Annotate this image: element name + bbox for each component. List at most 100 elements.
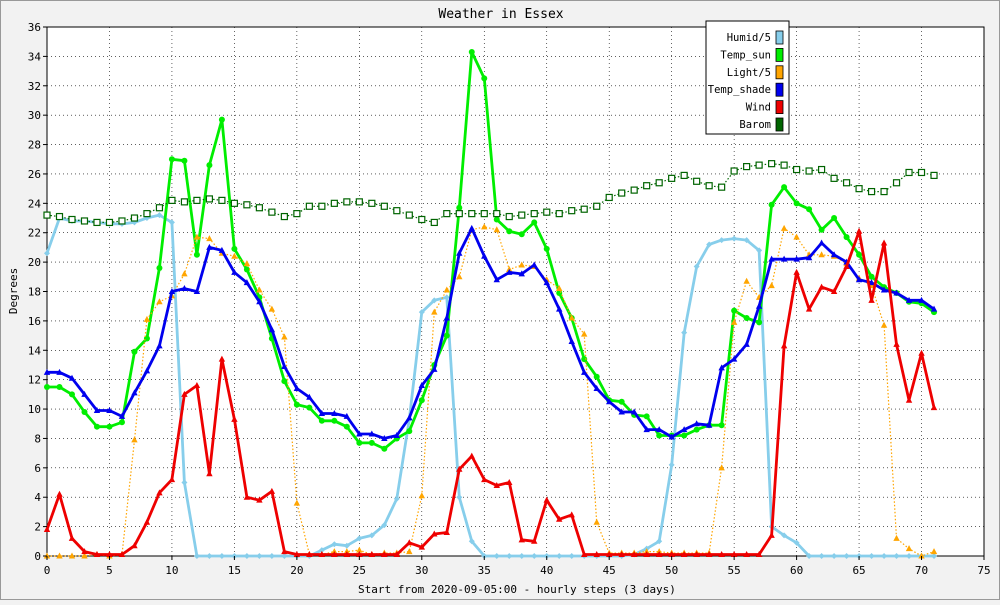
data-point-temp-shade <box>43 368 51 375</box>
x-tick-label: 25 <box>353 564 366 577</box>
data-point-temp-sun <box>718 422 725 429</box>
data-point-barom <box>680 171 688 180</box>
data-point-wind <box>793 268 800 275</box>
data-point-temp-shade <box>206 243 213 250</box>
data-point-temp-shade <box>556 305 563 312</box>
data-point-temp-sun <box>543 245 550 252</box>
data-point-wind <box>630 551 638 558</box>
data-point-wind <box>218 355 226 362</box>
data-point-barom <box>855 185 863 193</box>
data-point-barom <box>580 205 588 213</box>
data-point-temp-sun <box>831 215 838 222</box>
data-point-temp-shade <box>356 430 363 437</box>
data-point-temp-sun <box>781 184 788 191</box>
data-point-temp-shade <box>581 368 588 375</box>
x-tick-label: 50 <box>665 564 678 577</box>
data-point-light-5 <box>56 552 63 559</box>
data-point-barom <box>668 174 676 182</box>
data-point-humid-5 <box>493 553 500 559</box>
data-point-temp-shade <box>618 408 625 415</box>
data-point-light-5 <box>243 260 251 267</box>
data-point-barom <box>743 162 751 171</box>
data-point-barom <box>218 196 226 204</box>
y-tick-label: 10 <box>28 403 41 416</box>
data-point-temp-sun <box>493 216 500 223</box>
legend-label-temp-sun: Temp_sun <box>720 49 771 61</box>
data-point-humid-5 <box>256 553 263 559</box>
data-point-temp-shade <box>243 279 251 286</box>
data-point-temp-shade <box>406 414 413 421</box>
data-point-wind <box>431 530 438 537</box>
data-point-humid-5 <box>343 542 350 549</box>
data-point-light-5 <box>131 436 138 443</box>
y-tick-label: 34 <box>28 50 42 63</box>
data-point-temp-shade <box>306 393 313 400</box>
data-point-humid-5 <box>431 297 438 304</box>
data-point-barom <box>193 196 201 204</box>
data-point-temp-shade <box>131 389 138 396</box>
data-point-light-5 <box>281 333 288 340</box>
data-point-humid-5 <box>756 247 763 254</box>
data-point-temp-shade <box>768 255 775 262</box>
data-point-wind <box>493 481 500 488</box>
data-point-light-5 <box>493 226 500 233</box>
data-point-temp-shade <box>655 426 663 433</box>
data-point-humid-5 <box>731 235 738 242</box>
data-point-wind <box>118 551 126 558</box>
data-point-wind <box>443 528 450 535</box>
data-point-humid-5 <box>718 237 725 244</box>
data-point-wind <box>243 493 251 500</box>
data-point-humid-5 <box>281 553 288 559</box>
data-point-barom <box>568 207 576 215</box>
data-point-barom <box>405 211 413 219</box>
series-wind <box>43 227 938 558</box>
data-point-temp-sun <box>56 384 63 391</box>
data-point-light-5 <box>456 273 463 280</box>
data-point-temp-sun <box>293 401 300 408</box>
data-point-barom <box>368 199 376 207</box>
data-point-temp-sun <box>356 439 363 446</box>
data-point-temp-shade <box>606 398 613 405</box>
data-point-temp-sun <box>643 413 650 420</box>
data-point-temp-shade <box>818 239 825 246</box>
data-point-temp-shade <box>268 326 276 333</box>
data-point-temp-shade <box>456 249 463 256</box>
x-tick-label: 35 <box>478 564 491 577</box>
data-point-barom <box>393 207 401 215</box>
data-point-barom <box>280 212 288 221</box>
data-point-temp-sun <box>768 201 775 208</box>
data-point-light-5 <box>156 298 163 305</box>
data-point-temp-sun <box>368 439 375 446</box>
data-point-temp-sun <box>618 398 625 405</box>
data-point-wind <box>43 526 51 533</box>
data-point-barom <box>180 198 189 206</box>
legend-swatch-light-5 <box>775 65 784 80</box>
data-point-wind <box>768 531 775 538</box>
data-point-temp-shade <box>143 367 151 374</box>
data-point-barom <box>830 174 838 182</box>
data-point-barom <box>255 204 263 212</box>
data-point-humid-5 <box>693 263 700 270</box>
x-tick-label: 70 <box>915 564 928 577</box>
y-tick-label: 16 <box>28 315 41 328</box>
data-point-barom <box>780 161 788 169</box>
data-point-temp-shade <box>493 276 500 283</box>
series-layer <box>43 48 938 559</box>
y-tick-label: 24 <box>28 197 42 210</box>
legend-swatch-humid-5 <box>775 30 784 45</box>
data-point-temp-shade <box>518 270 525 277</box>
data-point-barom <box>518 211 526 219</box>
data-point-temp-shade <box>718 364 725 371</box>
data-point-light-5 <box>193 233 201 240</box>
data-point-wind <box>868 296 875 303</box>
data-point-wind <box>618 551 625 558</box>
data-point-humid-5 <box>381 522 388 529</box>
data-point-barom <box>155 204 164 212</box>
data-point-temp-sun <box>193 251 200 258</box>
data-point-wind <box>581 551 588 558</box>
data-point-barom <box>792 165 801 174</box>
data-point-barom <box>268 208 276 216</box>
data-point-barom <box>643 182 651 190</box>
data-point-wind <box>68 534 76 541</box>
